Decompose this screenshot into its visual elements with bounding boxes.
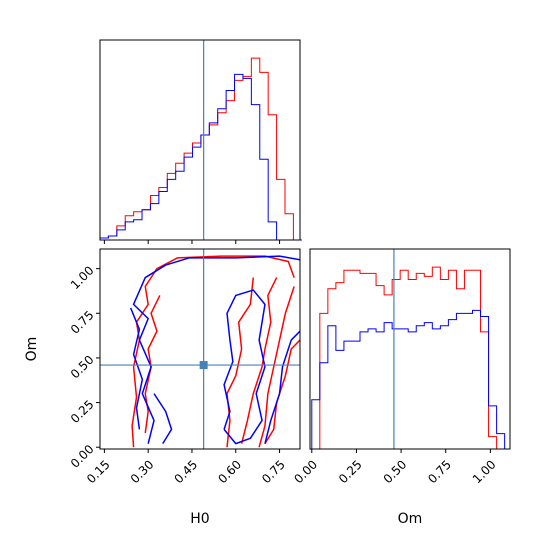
contour-ytick-label: 0.00 [68, 442, 97, 471]
contour-red-4 [258, 286, 295, 448]
contour-ytick-label: 0.75 [68, 308, 97, 337]
contour-xtick-label: 0.45 [172, 457, 201, 486]
contour-blue-0 [132, 255, 300, 444]
hist-om-xtick-label: 0.25 [336, 457, 365, 486]
contour-xlabel: H0 [190, 511, 209, 527]
contour-blue-1 [129, 307, 144, 430]
contour-red-5 [264, 339, 300, 445]
contour-ytick-label: 0.50 [68, 353, 97, 382]
hist-om-xtick-label: 0.75 [425, 457, 454, 486]
contour-ytick-label: 1.00 [68, 263, 97, 292]
hist-om-frame [309, 248, 511, 450]
contour-ylabel: Om [24, 337, 40, 362]
contour-red-1 [144, 295, 161, 434]
hist-h0-panel [99, 39, 302, 244]
contour-blue-4 [264, 330, 300, 444]
truth-marker [199, 361, 208, 370]
contour-ytick-label: 0.25 [68, 397, 97, 426]
contour-blue-3 [223, 289, 266, 445]
hist-h0-blue-series [99, 73, 302, 241]
hist-om-xtick-label: 1.00 [470, 457, 499, 486]
hist-h0-frame [99, 39, 301, 241]
hist-om-red-series [311, 266, 505, 450]
hist-om-xtick-label: 0.00 [291, 457, 320, 486]
contour-red-2 [226, 277, 255, 448]
hist-om-panel: 0.00 0.25 0.50 0.75 1.00 Om [291, 248, 511, 527]
contour-lines [129, 255, 300, 448]
hist-om-blue-series [311, 309, 506, 449]
contour-xtick-label: 0.60 [215, 457, 244, 486]
contour-red-0 [131, 255, 295, 448]
contour-blue-2 [153, 393, 173, 445]
hist-h0-red-series [99, 57, 302, 241]
contour-frame [99, 248, 301, 450]
hist-om-xlabel: Om [398, 511, 423, 527]
contour-xtick-label: 0.15 [84, 457, 113, 486]
hist-om-xtick-label: 0.50 [381, 457, 410, 486]
contour-xtick-label: 0.30 [128, 457, 157, 486]
contour-panel: 0.15 0.30 0.45 0.60 0.75 0.00 0.25 0.50 0.75 1.00… [24, 248, 301, 527]
contour-xtick-label: 0.75 [259, 457, 288, 486]
